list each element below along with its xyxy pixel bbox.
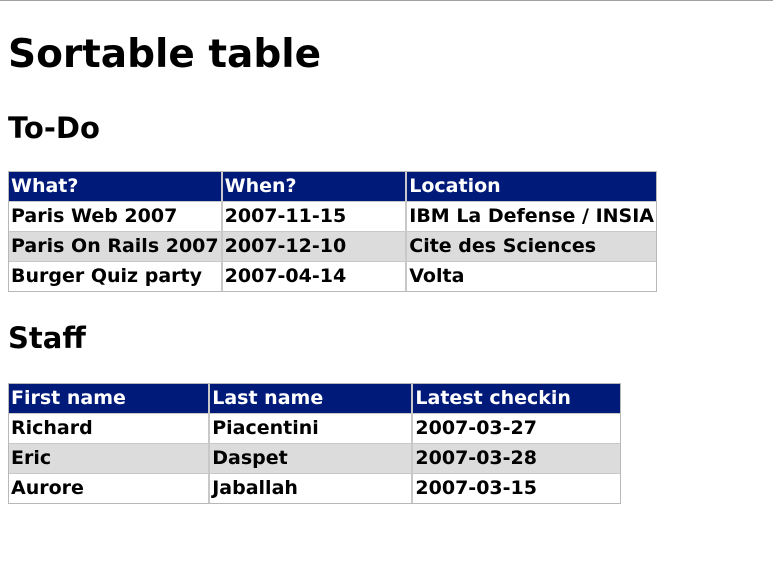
todo-cell-what: Paris On Rails 2007 [9, 232, 223, 262]
todo-cell-location: IBM La Defense / INSIA [407, 202, 656, 232]
todo-column-header-when[interactable]: When? [222, 172, 408, 202]
staff-cell-last-name: Jaballah [210, 474, 414, 503]
staff-cell-first-name: Eric [9, 444, 211, 474]
table-row: Paris On Rails 2007 2007-12-10 Cite des … [9, 232, 656, 262]
staff-cell-latest-checkin: 2007-03-28 [413, 444, 620, 474]
todo-column-header-location[interactable]: Location [407, 172, 656, 202]
staff-table: First name Last name Latest checkin Rich… [8, 383, 621, 504]
todo-cell-when: 2007-11-15 [222, 202, 408, 232]
staff-column-header-first-name[interactable]: First name [9, 384, 211, 414]
staff-cell-last-name: Daspet [210, 444, 414, 474]
staff-cell-latest-checkin: 2007-03-15 [413, 474, 620, 503]
table-row: Aurore Jaballah 2007-03-15 [9, 474, 620, 503]
staff-cell-last-name: Piacentini [210, 414, 414, 444]
table-row: Paris Web 2007 2007-11-15 IBM La Defense… [9, 202, 656, 232]
staff-cell-latest-checkin: 2007-03-27 [413, 414, 620, 444]
table-row: Burger Quiz party 2007-04-14 Volta [9, 262, 656, 291]
todo-cell-when: 2007-12-10 [222, 232, 408, 262]
staff-column-header-latest-checkin[interactable]: Latest checkin [413, 384, 620, 414]
staff-header-row: First name Last name Latest checkin [9, 384, 620, 414]
todo-cell-when: 2007-04-14 [222, 262, 408, 291]
todo-header-row: What? When? Location [9, 172, 656, 202]
staff-heading: Staff [8, 321, 86, 355]
todo-table: What? When? Location Paris Web 2007 2007… [8, 171, 657, 292]
todo-cell-location: Volta [407, 262, 656, 291]
staff-cell-first-name: Aurore [9, 474, 211, 503]
page-title: Sortable table [8, 32, 322, 77]
todo-cell-what: Paris Web 2007 [9, 202, 223, 232]
table-row: Eric Daspet 2007-03-28 [9, 444, 620, 474]
table-row: Richard Piacentini 2007-03-27 [9, 414, 620, 444]
todo-column-header-what[interactable]: What? [9, 172, 223, 202]
top-border-line [0, 0, 773, 1]
staff-column-header-last-name[interactable]: Last name [210, 384, 414, 414]
todo-heading: To-Do [8, 111, 100, 145]
todo-cell-what: Burger Quiz party [9, 262, 223, 291]
todo-cell-location: Cite des Sciences [407, 232, 656, 262]
staff-cell-first-name: Richard [9, 414, 211, 444]
